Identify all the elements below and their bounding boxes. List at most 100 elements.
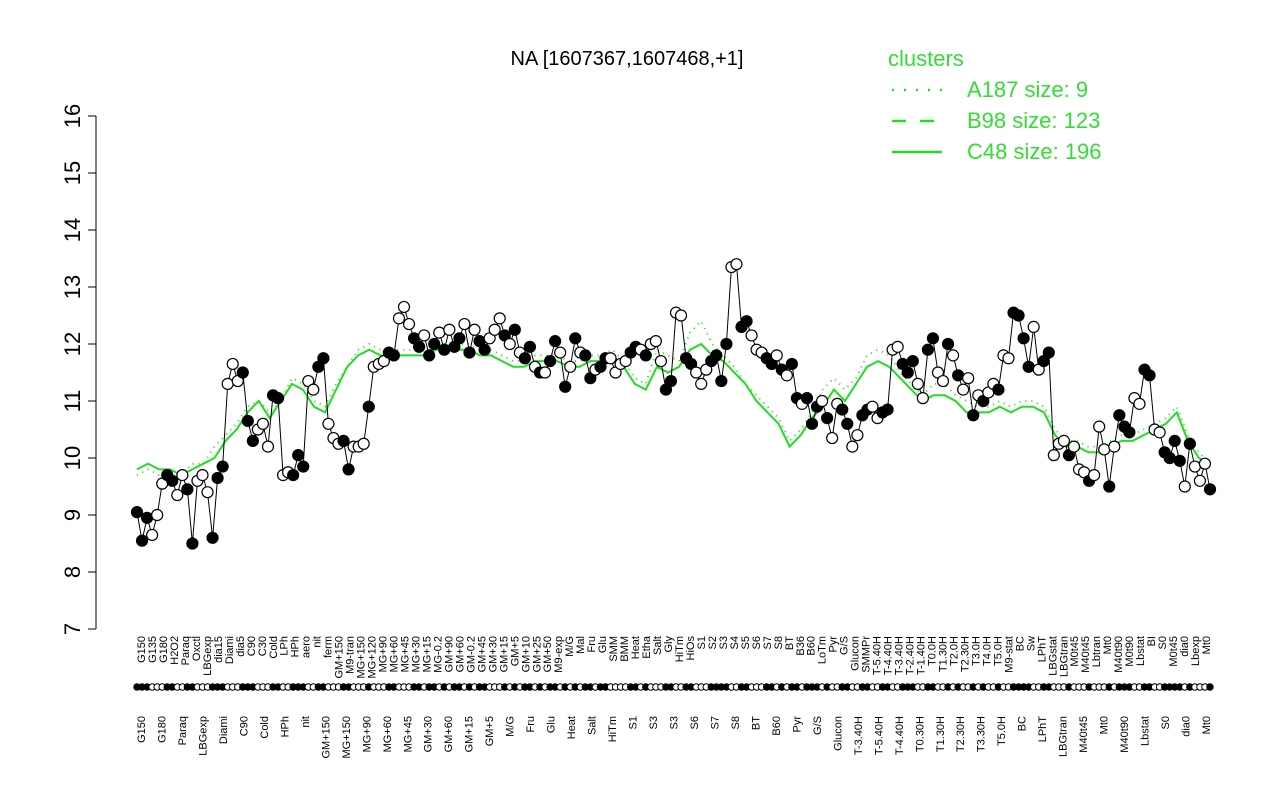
- x-tick-label: S2: [707, 636, 719, 649]
- data-point: [946, 349, 960, 362]
- x-tick-label: dia0: [1181, 716, 1193, 737]
- data-point: [1108, 440, 1121, 453]
- data-point: [211, 471, 224, 485]
- data-point: [569, 332, 582, 345]
- data-point: [241, 414, 254, 428]
- data-point: [911, 377, 924, 390]
- legend-label: C48 size: 196: [967, 139, 1102, 164]
- legend-title: clusters: [888, 46, 964, 71]
- x-tick-label: Paraq: [177, 716, 189, 745]
- data-point: [433, 326, 446, 339]
- data-point: [720, 337, 733, 351]
- x-tick-label: GM+15: [464, 716, 476, 752]
- data-point: [468, 323, 481, 336]
- x-tick-label: BC: [1017, 716, 1029, 731]
- y-tick-label: 16: [60, 104, 85, 128]
- data-point: [579, 349, 592, 362]
- x-tick-label: S1: [696, 636, 708, 649]
- x-tick-label: M/G: [564, 636, 576, 657]
- x-tick-label: Diami: [224, 636, 236, 664]
- legend-label: A187 size: 9: [967, 77, 1088, 102]
- data-point: [362, 400, 375, 413]
- data-point: [216, 460, 229, 473]
- data-point: [649, 335, 662, 348]
- y-tick-label: 7: [60, 623, 85, 635]
- data-point: [957, 383, 970, 396]
- data-point: [1093, 420, 1106, 433]
- data-point: [1203, 483, 1217, 496]
- x-tick-label: GM-0.2: [465, 636, 477, 673]
- data-point: [800, 392, 814, 405]
- data-point: [453, 332, 466, 345]
- x-tick-label: HPh: [290, 636, 302, 657]
- x-tick-label: T1.30H: [935, 716, 947, 752]
- data-point: [1022, 360, 1035, 373]
- x-tick-label: T2.0H: [948, 636, 960, 666]
- data-point: [418, 329, 431, 342]
- x-tick-label: Lbstat: [1135, 636, 1147, 666]
- y-axis: 7 8 9 10 11 12 13 14 15 16: [60, 104, 97, 635]
- data-point: [146, 528, 159, 542]
- data-point: [836, 403, 849, 416]
- data-line: [136, 263, 1211, 544]
- x-tick-label: MG+120: [367, 636, 379, 679]
- data-point: [443, 323, 456, 336]
- x-tick-label: BT: [750, 716, 762, 730]
- data-point: [317, 352, 330, 365]
- chart-title: NA [1607367,1607468,+1]: [511, 48, 744, 70]
- x-tick-label: Pyr: [791, 716, 803, 733]
- x-tick-label: M40t90: [1119, 716, 1131, 753]
- x-tick-label: S0: [1160, 716, 1172, 729]
- x-tick-label: MG+45: [402, 716, 414, 752]
- x-tick-label: M0t90: [1124, 636, 1136, 667]
- x-tick-label: HiTm: [607, 716, 619, 742]
- x-tick-label: Cold: [259, 716, 271, 739]
- x-tick-label: G/S: [839, 636, 851, 655]
- data-point: [992, 383, 1005, 396]
- data-point: [236, 366, 249, 379]
- x-tick-label: Glucon: [850, 636, 862, 671]
- x-tick-label: S3: [648, 716, 660, 729]
- x-tick-label: T1.30H: [937, 636, 949, 672]
- data-point: [1173, 454, 1186, 467]
- x-tick-label: M9-stat: [1003, 636, 1015, 673]
- data-point: [503, 337, 516, 351]
- x-tick-label: G150: [136, 636, 148, 663]
- data-point: [166, 474, 179, 487]
- x-tick-label: GM+50: [542, 636, 554, 672]
- x-tick-label: B60: [806, 636, 818, 656]
- data-point: [710, 349, 723, 362]
- x-tick-label: G/S: [812, 716, 824, 735]
- x-tick-label: GM+5: [484, 716, 496, 746]
- data-point: [478, 343, 491, 356]
- data-point: [554, 346, 567, 359]
- data-point: [151, 508, 164, 522]
- legend: clusters A187 size: 9 B98 size: 123 C48 si…: [888, 46, 1102, 164]
- x-tick-label: T4.0H: [981, 636, 993, 666]
- data-point: [1193, 474, 1207, 487]
- x-tick-label: T-3.40H: [853, 716, 865, 755]
- data-point: [1027, 320, 1040, 333]
- x-tick-label: M/G: [505, 716, 517, 737]
- x-tick-label: T-3.40H: [894, 636, 906, 675]
- x-tick-label: T0.30H: [914, 716, 926, 752]
- data-point: [639, 349, 652, 362]
- data-point: [549, 335, 562, 348]
- x-tick-label: T0.0H: [927, 636, 939, 666]
- data-point: [866, 400, 879, 413]
- x-tick-label: S7: [762, 636, 774, 649]
- x-tick-label: Mt0: [1099, 716, 1111, 734]
- x-tick-label: S1: [628, 716, 640, 729]
- x-tick-label: BC: [1014, 636, 1026, 651]
- y-tick-label: 13: [60, 275, 85, 299]
- data-point: [821, 412, 834, 425]
- data-point: [221, 377, 234, 390]
- data-point: [171, 488, 184, 502]
- x-tick-label: T-5.40H: [872, 636, 884, 675]
- x-tick-label: Heat: [630, 636, 642, 659]
- data-point: [307, 383, 320, 396]
- x-tick-label: LoTm: [817, 636, 829, 664]
- data-point: [1017, 332, 1030, 345]
- data-point: [564, 360, 577, 373]
- y-tick-label: 15: [60, 161, 85, 185]
